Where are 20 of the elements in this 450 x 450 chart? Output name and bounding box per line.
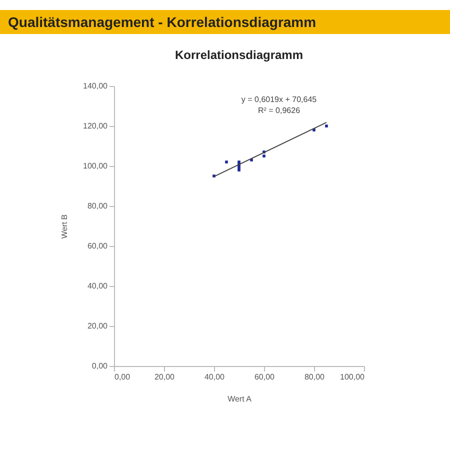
x-tick-label: 0,00 [114, 372, 131, 382]
y-tick-label: 0,00 [92, 362, 108, 370]
y-tick-label: 60,00 [87, 242, 108, 250]
y-tick-label: 20,00 [87, 322, 108, 330]
chart-title: Qualitätsmanagement - Korrelationsdiagramm [0, 10, 450, 34]
x-tick-label: 60,00 [254, 372, 276, 382]
annotation: y = 0,6019x + 70,645 [241, 95, 318, 104]
y-tick-label: 140,00 [83, 82, 108, 90]
x-tick-label: 20,00 [154, 372, 176, 382]
x-axis-title: Wert A [228, 394, 252, 404]
y-tick-label: 40,00 [87, 282, 108, 290]
x-tick-label: 100,00 [340, 372, 366, 382]
annotation: R² = 0,9626 [258, 106, 301, 115]
x-tick-label: 40,00 [204, 372, 226, 382]
y-tick-label: 100,00 [83, 162, 108, 170]
x-tick-label: 80,00 [304, 372, 326, 382]
y-tick-label: 80,00 [87, 202, 108, 210]
chart-subtitle: Korrelationsdiagramm [174, 48, 304, 62]
y-tick-label: 120,00 [83, 122, 108, 130]
y-axis-title: Wert B [60, 214, 70, 239]
